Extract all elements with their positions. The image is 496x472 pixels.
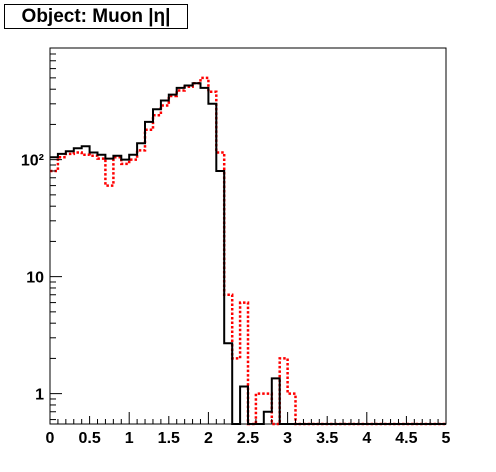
y-tick-label: 1 [35, 387, 44, 404]
series-layer [50, 76, 446, 426]
axis-layer: 0 0.5 1 1.5 2 2.5 3 3.5 4 4.5 5 1 10 10² [21, 47, 451, 447]
x-tick-label: 5 [442, 430, 451, 447]
x-tick-label: 1 [125, 430, 134, 447]
x-tick-label: 3.5 [316, 430, 338, 447]
y-tick-label: 10 [26, 270, 44, 287]
x-tick-label: 2 [204, 430, 213, 447]
series-solid-line [50, 82, 446, 425]
x-tick-label: 3 [283, 430, 292, 447]
x-tick-label: 0.5 [78, 430, 100, 447]
series-dotted-line [50, 76, 446, 426]
x-tick-label: 0 [46, 430, 55, 447]
x-tick-label: 2.5 [237, 430, 259, 447]
x-tick-label: 4.5 [395, 430, 417, 447]
x-tick-label: 1.5 [158, 430, 180, 447]
chart-title: Object: Muon |η| [4, 4, 188, 29]
y-tick-label: 10² [21, 153, 44, 170]
x-tick-label: 4 [362, 430, 371, 447]
